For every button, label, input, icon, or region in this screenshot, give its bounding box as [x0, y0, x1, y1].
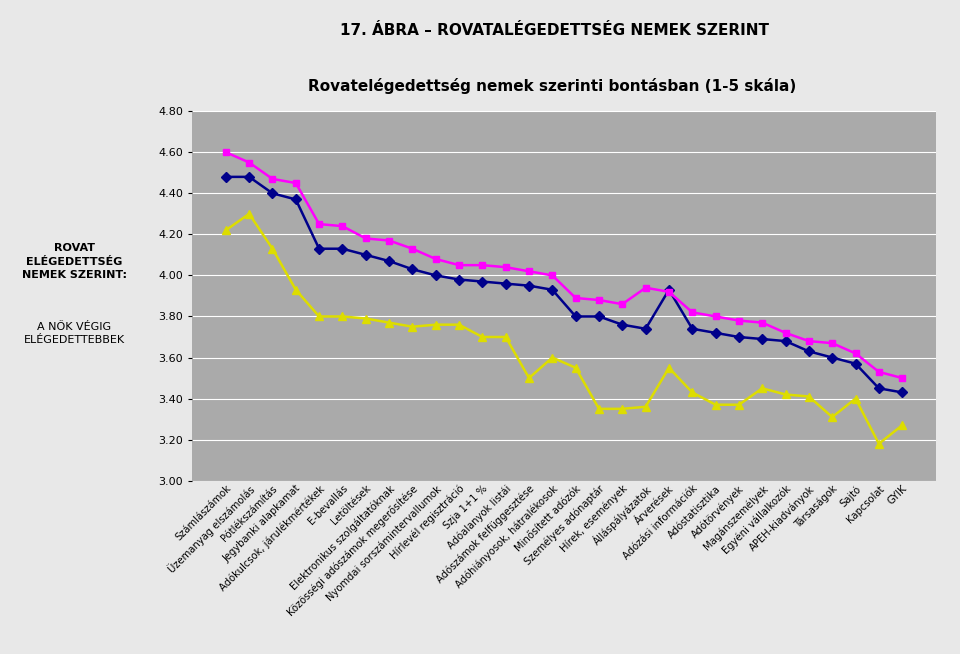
Férfiak	[244, 210, 255, 218]
Nők	[313, 220, 324, 228]
Nők	[220, 148, 231, 156]
Átlag	[523, 282, 535, 290]
Átlag	[827, 354, 838, 362]
Text: A NŐK VÉGIG
ELÉGEDETTEBBEK: A NŐK VÉGIG ELÉGEDETTEBBEK	[24, 322, 125, 345]
Átlag	[267, 190, 278, 198]
Férfiak	[640, 403, 652, 411]
Átlag	[360, 251, 372, 259]
Férfiak	[663, 364, 675, 371]
Férfiak	[407, 323, 419, 331]
Átlag	[313, 245, 324, 252]
Átlag	[733, 333, 745, 341]
Férfiak	[897, 421, 908, 429]
Férfiak	[756, 385, 768, 392]
Férfiak	[733, 401, 745, 409]
Átlag	[337, 245, 348, 252]
Férfiak	[873, 439, 884, 447]
Átlag	[873, 385, 884, 392]
Átlag	[500, 280, 512, 288]
Nők	[827, 339, 838, 347]
Átlag	[686, 325, 698, 333]
Nők	[756, 318, 768, 326]
Férfiak	[570, 364, 582, 371]
Nők	[709, 313, 721, 320]
Átlag	[616, 320, 628, 328]
Text: ROVAT
ELÉGEDETTSÉG
NEMEK SZERINT:: ROVAT ELÉGEDETTSÉG NEMEK SZERINT:	[22, 243, 127, 280]
Férfiak	[220, 226, 231, 234]
Nők	[244, 158, 255, 166]
Nők	[873, 368, 884, 376]
Férfiak	[709, 401, 721, 409]
Nők	[476, 261, 488, 269]
Nők	[733, 317, 745, 324]
Nők	[500, 264, 512, 271]
Text: Rovatelégedettség nemek szerinti bontásban (1-5 skála): Rovatelégedettség nemek szerinti bontásb…	[308, 78, 796, 94]
Átlag	[290, 196, 301, 203]
Nők	[570, 294, 582, 302]
Line: Átlag: Átlag	[223, 173, 905, 396]
Férfiak	[383, 318, 395, 326]
Férfiak	[523, 374, 535, 382]
Átlag	[244, 173, 255, 181]
Átlag	[850, 360, 861, 368]
Átlag	[663, 286, 675, 294]
Férfiak	[804, 392, 815, 400]
Átlag	[407, 266, 419, 273]
Férfiak	[593, 405, 605, 413]
Nők	[546, 271, 558, 279]
Átlag	[476, 278, 488, 286]
Férfiak	[850, 394, 861, 402]
Nők	[897, 374, 908, 382]
Férfiak	[780, 390, 791, 398]
Átlag	[780, 337, 791, 345]
Text: 17. ÁBRA – ROVATALÉGEDETTSÉG NEMEK SZERINT: 17. ÁBRA – ROVATALÉGEDETTSÉG NEMEK SZERI…	[340, 23, 769, 38]
Férfiak	[360, 315, 372, 322]
Nők	[290, 179, 301, 187]
Nők	[267, 175, 278, 183]
Férfiak	[546, 354, 558, 362]
Férfiak	[686, 388, 698, 396]
Line: Férfiak: Férfiak	[222, 210, 906, 448]
Férfiak	[616, 405, 628, 413]
Átlag	[593, 313, 605, 320]
Átlag	[897, 388, 908, 396]
Férfiak	[290, 286, 301, 294]
Nők	[593, 296, 605, 304]
Átlag	[430, 271, 442, 279]
Átlag	[640, 325, 652, 333]
Átlag	[570, 313, 582, 320]
Férfiak	[313, 313, 324, 320]
Nők	[640, 284, 652, 292]
Line: Nők: Nők	[223, 148, 905, 381]
Nők	[360, 235, 372, 243]
Férfiak	[430, 320, 442, 328]
Nők	[430, 255, 442, 263]
Férfiak	[500, 333, 512, 341]
Átlag	[546, 286, 558, 294]
Nők	[407, 245, 419, 252]
Nők	[337, 222, 348, 230]
Férfiak	[337, 313, 348, 320]
Nők	[804, 337, 815, 345]
Férfiak	[476, 333, 488, 341]
Férfiak	[267, 245, 278, 252]
Nők	[850, 349, 861, 357]
Férfiak	[827, 413, 838, 421]
Férfiak	[453, 320, 465, 328]
Nők	[453, 261, 465, 269]
Átlag	[453, 275, 465, 283]
Nők	[616, 300, 628, 308]
Átlag	[383, 257, 395, 265]
Nők	[523, 267, 535, 275]
Átlag	[804, 347, 815, 355]
Nők	[686, 309, 698, 317]
Nők	[383, 237, 395, 245]
Nők	[663, 288, 675, 296]
Nők	[780, 329, 791, 337]
Átlag	[709, 329, 721, 337]
Átlag	[220, 173, 231, 181]
Átlag	[756, 335, 768, 343]
